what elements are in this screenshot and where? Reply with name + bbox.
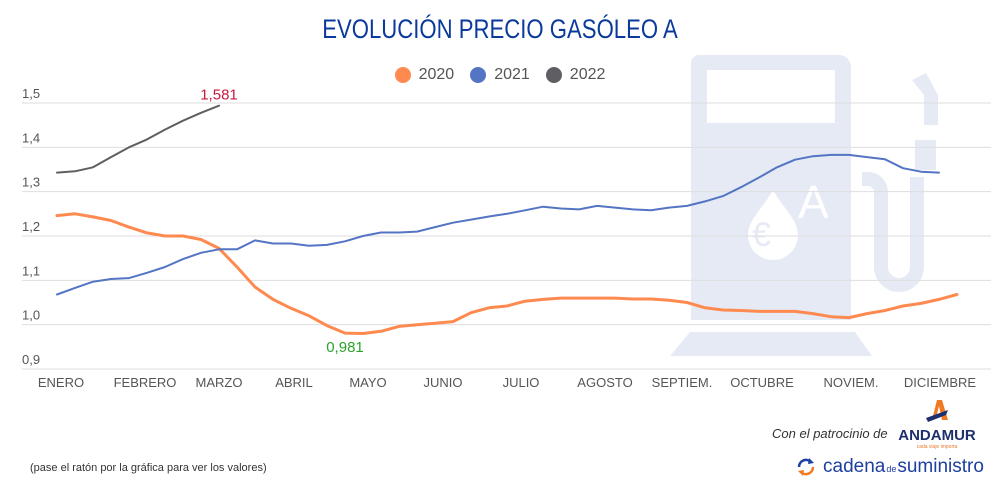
- x-tick-label: ABRIL: [275, 375, 313, 390]
- andamur-logo[interactable]: ANDAMUR cada viaje importa: [894, 398, 980, 450]
- legend-label-2022: 2022: [569, 66, 606, 83]
- svg-text:A: A: [798, 176, 829, 228]
- x-tick-label: NOVIEM.: [824, 375, 879, 390]
- x-tick-label: JULIO: [503, 375, 540, 390]
- y-tick-label: 1,3: [22, 175, 40, 190]
- series-line-2021: [56, 153, 940, 296]
- sponsor-label: Con el patrocinio de: [772, 426, 888, 441]
- x-tick-label: MARZO: [196, 375, 243, 390]
- cadena-text: cadena: [823, 456, 886, 477]
- chart-title: EVOLUCIÓN PRECIO GASÓLEO A: [322, 14, 678, 44]
- legend-item-2021[interactable]: 2021: [470, 66, 530, 84]
- series-line-2022: [56, 104, 220, 174]
- cadena-suministro-logo[interactable]: cadena de suministro: [795, 456, 984, 478]
- series-lines: [55, 104, 959, 335]
- x-tick-label: SEPTIEM.: [652, 375, 713, 390]
- svg-text:€: €: [752, 216, 771, 254]
- max-value-label: 1,581: [200, 87, 238, 104]
- andamur-tagline: cada viaje importa: [916, 444, 958, 450]
- y-tick-label: 1,5: [22, 86, 40, 101]
- legend-dot-2021: [470, 67, 487, 83]
- legend-label-2020: 2020: [418, 66, 455, 83]
- cadena-de-text: de: [886, 464, 897, 474]
- legend: 2020 2021 2022: [0, 66, 1000, 84]
- suministro-text: suministro: [897, 456, 984, 477]
- y-tick-label: 1,1: [22, 263, 40, 278]
- legend-dot-2020: [394, 67, 411, 83]
- y-tick-label: 1,2: [22, 219, 40, 234]
- x-tick-label: DICIEMBRE: [904, 375, 977, 390]
- sync-arrows-icon: [797, 458, 815, 476]
- series-line-2020: [55, 212, 959, 335]
- legend-item-2022[interactable]: 2022: [545, 66, 606, 84]
- y-tick-label: 1,4: [22, 130, 40, 145]
- fuel-pump-icon: A €: [670, 55, 938, 356]
- annotations: 1,581 0,981: [200, 87, 364, 356]
- legend-item-2020[interactable]: 2020: [394, 66, 455, 84]
- andamur-a-icon: [926, 400, 948, 422]
- x-tick-label: FEBRERO: [114, 375, 177, 390]
- x-tick-label: ENERO: [38, 375, 84, 390]
- legend-label-2021: 2021: [494, 66, 530, 83]
- x-tick-label: JUNIO: [424, 375, 463, 390]
- y-tick-label: 0,9: [22, 352, 40, 367]
- y-tick-label: 1,0: [22, 308, 40, 323]
- legend-dot-2022: [545, 67, 562, 83]
- hover-hint: (pase el ratón por la gráfica para ver l…: [30, 462, 267, 474]
- x-axis: ENERO FEBRERO MARZO ABRIL MAYO JUNIO JULIO AGOS…: [38, 375, 977, 390]
- x-tick-label: OCTUBRE: [730, 375, 794, 390]
- x-tick-label: MAYO: [349, 375, 386, 390]
- andamur-name: ANDAMUR: [898, 427, 976, 444]
- y-axis: 0,9 1,0 1,1 1,2 1,3 1,4 1,5: [22, 86, 40, 367]
- x-tick-label: AGOSTO: [577, 375, 632, 390]
- min-value-label: 0,981: [326, 339, 364, 356]
